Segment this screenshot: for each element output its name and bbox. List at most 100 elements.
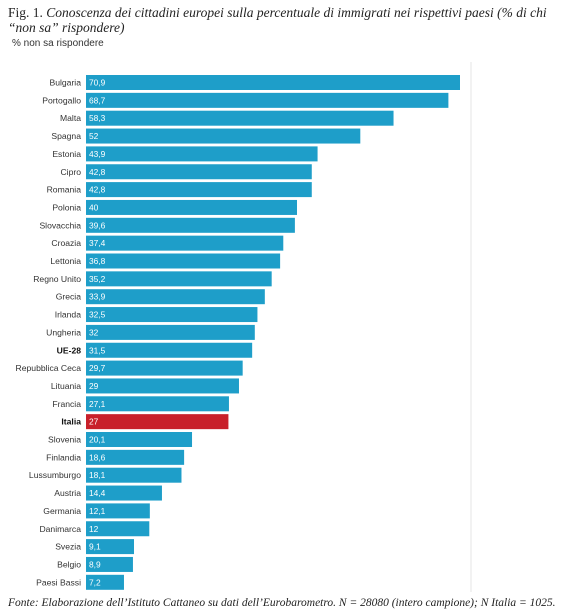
- bar-row-danimarca: Danimarca 12: [39, 521, 150, 537]
- category-label-slovenia: Slovenia: [48, 435, 81, 445]
- bar-row-portogallo: Portogallo 68,7: [42, 92, 449, 108]
- bar-finlandia: [86, 449, 185, 465]
- category-label-svezia: Svezia: [55, 542, 81, 552]
- value-label-cipro: 42,8: [89, 167, 106, 177]
- value-label-paesi-bassi: 7,2: [89, 577, 101, 587]
- category-label-germania: Germania: [43, 506, 81, 516]
- value-label-svezia: 9,1: [89, 542, 101, 552]
- category-label-estonia: Estonia: [52, 149, 81, 159]
- category-label-austria: Austria: [54, 488, 81, 498]
- bar-malta: [86, 110, 394, 126]
- figure-title-text: Conoscenza dei cittadini europei sulla p…: [46, 5, 547, 20]
- value-label-croazia: 37,4: [89, 238, 106, 248]
- value-label-regno-unito: 35,2: [89, 274, 106, 284]
- bar-portogallo: [86, 92, 449, 108]
- bar-polonia: [86, 199, 298, 215]
- bar-austria: [86, 485, 162, 501]
- value-label-portogallo: 68,7: [89, 95, 106, 105]
- value-label-romania: 42,8: [89, 185, 106, 195]
- source-note: Fonte: Elaborazione dell’Istituto Cattan…: [8, 597, 556, 609]
- value-label-slovenia: 20,1: [89, 435, 106, 445]
- bar-bulgaria: [86, 75, 460, 90]
- value-label-slovacchia: 39,6: [89, 220, 106, 230]
- bar-lussumburgo: [86, 467, 182, 483]
- value-label-belgio: 8,9: [89, 559, 101, 569]
- figure-title-line2: “non sa” rispondere): [8, 20, 125, 35]
- bar-row-francia: Francia 27,1: [52, 396, 229, 412]
- value-label-germania: 12,1: [89, 506, 106, 516]
- category-label-finlandia: Finlandia: [46, 452, 81, 462]
- category-label-irlanda: Irlanda: [55, 310, 81, 320]
- bar-lituania: [86, 378, 239, 394]
- bar-row-belgio: Belgio 8,9: [57, 556, 133, 572]
- bar-paesi-bassi: [86, 574, 124, 590]
- category-label-bulgaria: Bulgaria: [49, 78, 81, 88]
- bar-ue-28: [86, 342, 253, 358]
- bar-grecia: [86, 289, 265, 305]
- value-label-danimarca: 12: [89, 524, 99, 534]
- bar-row-romania: Romania 42,8: [47, 182, 312, 198]
- bar-row-cipro: Cipro 42,8: [60, 164, 312, 180]
- bar-row-polonia: Polonia 40: [52, 199, 298, 215]
- bar-row-svezia: Svezia 9,1: [55, 539, 135, 555]
- figure-number: Fig. 1.: [8, 5, 47, 20]
- value-label-francia: 27,1: [89, 399, 106, 409]
- bar-slovenia: [86, 432, 193, 447]
- value-label-bulgaria: 70,9: [89, 78, 106, 88]
- category-label-spagna: Spagna: [51, 131, 81, 141]
- bar-belgio: [86, 556, 133, 572]
- category-label-lettonia: Lettonia: [50, 256, 81, 266]
- bar-italia: [86, 414, 229, 430]
- bar-row-estonia: Estonia 43,9: [52, 146, 318, 162]
- category-label-cipro: Cipro: [60, 167, 81, 177]
- value-label-repubblica-ceca: 29,7: [89, 363, 106, 373]
- value-label-finlandia: 18,6: [89, 452, 106, 462]
- category-label-lussumburgo: Lussumburgo: [29, 470, 81, 480]
- bar-row-bulgaria: Bulgaria 70,9: [49, 75, 460, 90]
- bar-row-slovacchia: Slovacchia 39,6: [39, 217, 295, 233]
- category-label-polonia: Polonia: [52, 202, 81, 212]
- value-label-lettonia: 36,8: [89, 256, 106, 266]
- bar-germania: [86, 503, 150, 519]
- bar-row-ue-28: UE-28 31,5: [57, 342, 253, 358]
- bar-cipro: [86, 164, 312, 180]
- bar-lettonia: [86, 253, 281, 269]
- bar-romania: [86, 182, 312, 198]
- bar-croazia: [86, 235, 284, 251]
- bar-danimarca: [86, 521, 150, 537]
- category-label-paesi-bassi: Paesi Bassi: [36, 577, 81, 587]
- value-label-malta: 58,3: [89, 113, 106, 123]
- category-label-belgio: Belgio: [57, 559, 81, 569]
- category-label-regno-unito: Regno Unito: [33, 274, 81, 284]
- category-label-danimarca: Danimarca: [39, 524, 81, 534]
- axis-label: % non sa rispondere: [12, 38, 104, 49]
- category-label-ungheria: Ungheria: [46, 327, 81, 337]
- bar-repubblica-ceca: [86, 360, 243, 376]
- bar-row-italia: Italia 27: [61, 414, 229, 430]
- value-label-irlanda: 32,5: [89, 310, 106, 320]
- value-label-estonia: 43,9: [89, 149, 106, 159]
- bar-estonia: [86, 146, 318, 162]
- bar-francia: [86, 396, 229, 412]
- bar-row-lituania: Lituania 29: [51, 378, 239, 394]
- value-label-italia: 27: [89, 417, 99, 427]
- value-label-austria: 14,4: [89, 488, 106, 498]
- bar-row-austria: Austria 14,4: [54, 485, 162, 501]
- category-label-romania: Romania: [47, 185, 82, 195]
- bar-row-paesi-bassi: Paesi Bassi 7,2: [36, 574, 124, 590]
- bar-svezia: [86, 539, 135, 555]
- bar-row-germania: Germania 12,1: [43, 503, 150, 519]
- bar-row-spagna: Spagna 52: [51, 128, 361, 144]
- bar-row-ungheria: Ungheria 32: [46, 324, 255, 340]
- category-label-portogallo: Portogallo: [42, 95, 81, 105]
- category-label-slovacchia: Slovacchia: [39, 220, 81, 230]
- category-label-ue-28: UE-28: [57, 345, 82, 355]
- category-label-croazia: Croazia: [51, 238, 81, 248]
- value-label-polonia: 40: [89, 202, 99, 212]
- bar-row-malta: Malta 58,3: [60, 110, 394, 126]
- bar-spagna: [86, 128, 361, 144]
- category-label-lituania: Lituania: [51, 381, 81, 391]
- bar-row-finlandia: Finlandia 18,6: [46, 449, 185, 465]
- bar-row-lettonia: Lettonia 36,8: [50, 253, 281, 269]
